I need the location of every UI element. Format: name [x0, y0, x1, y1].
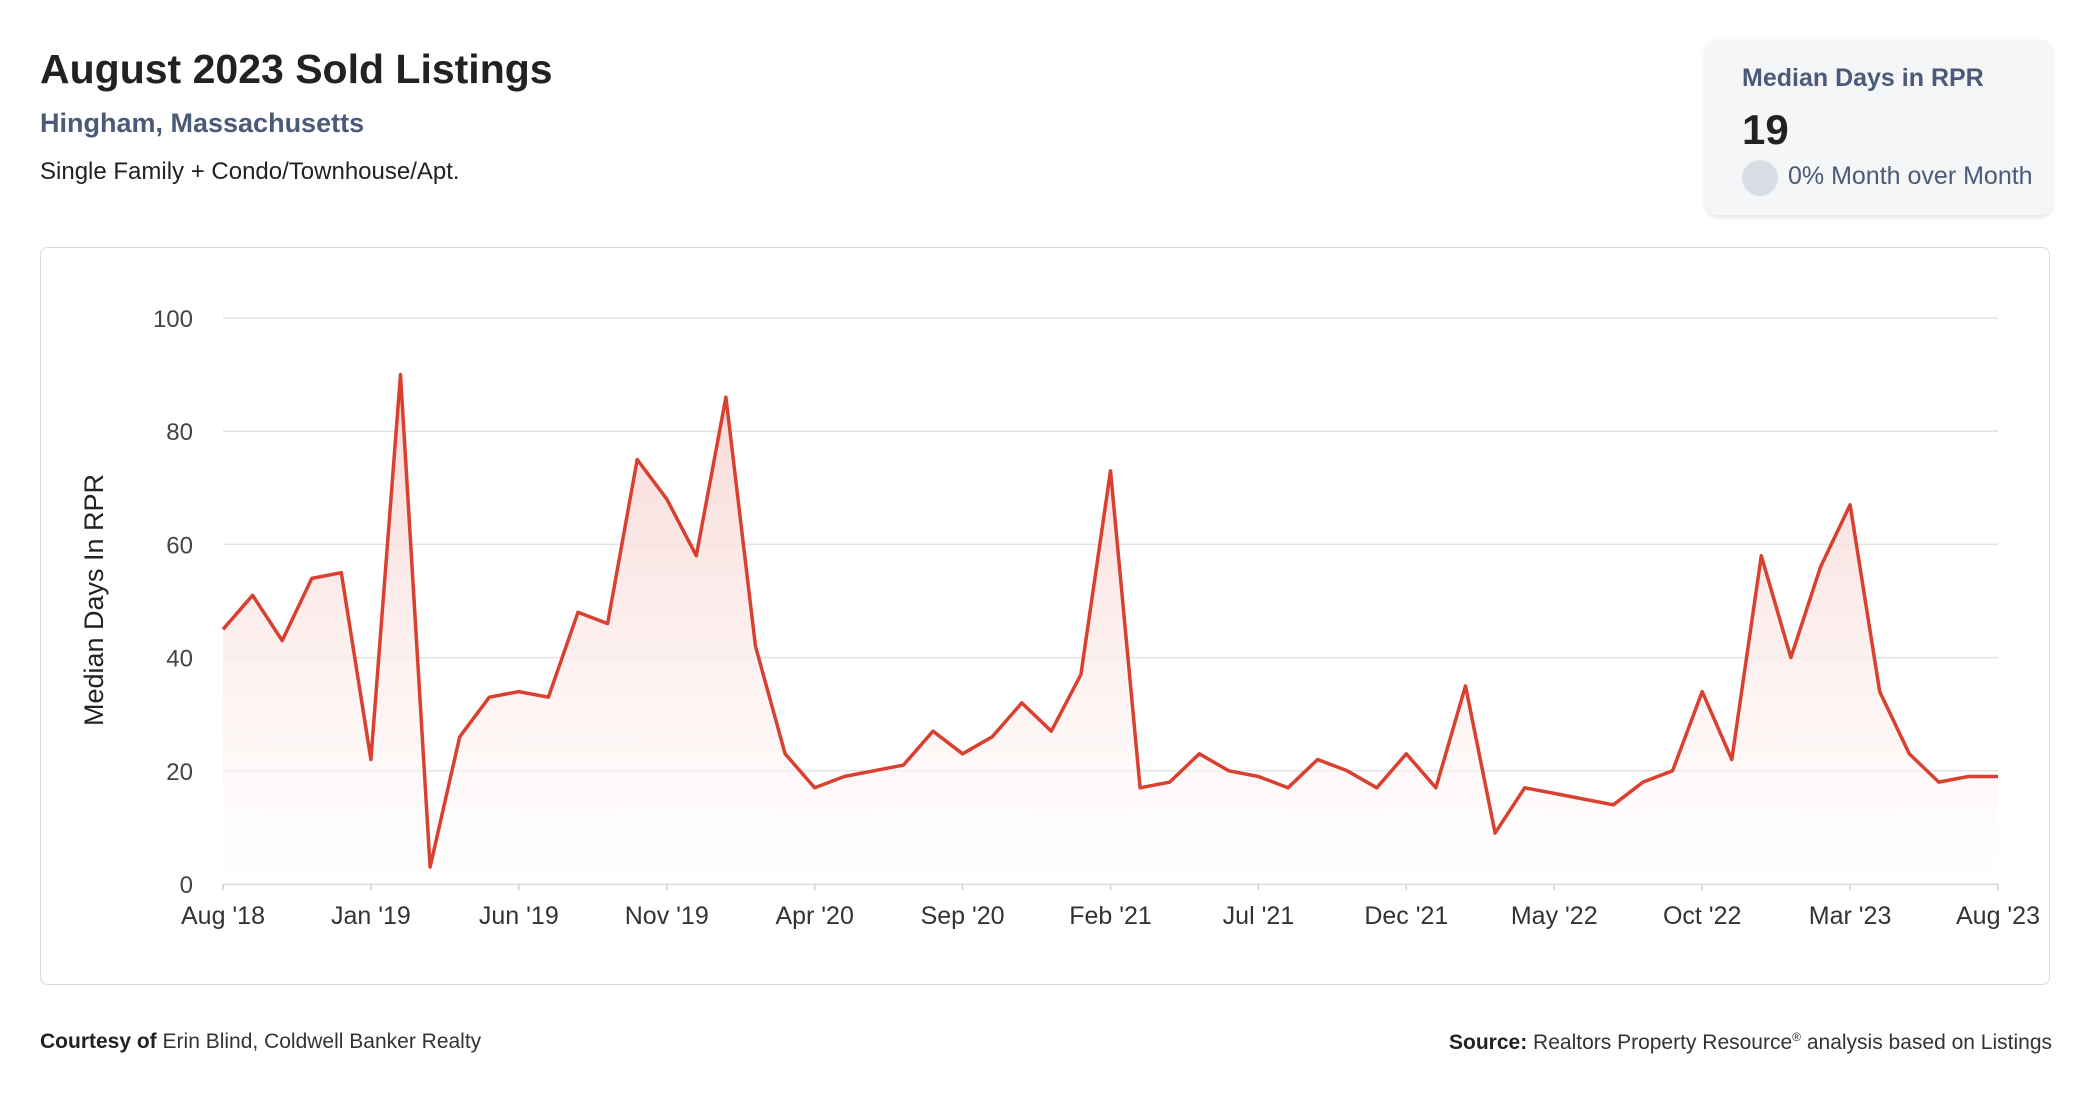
x-tick-label: Nov '19 [625, 902, 709, 930]
x-tick-label: Mar '23 [1809, 902, 1892, 930]
x-tick-label: Apr '20 [775, 902, 853, 930]
y-axis-ticks: 0 20 40 60 80 100 [153, 306, 193, 899]
x-tick-label: May '22 [1511, 902, 1598, 930]
x-tick-label: Aug '23 [1956, 902, 2040, 930]
data-area [223, 374, 1998, 884]
chart-container: 0 20 40 60 80 100 Aug '18 Jan '19 Jun '19 Nov '1… [40, 247, 2050, 985]
stat-value: 19 [1742, 106, 1789, 153]
change-indicator-icon [1742, 160, 1778, 196]
courtesy-name: Erin Blind, Coldwell Banker Realty [162, 1030, 482, 1053]
y-tick-label: 100 [153, 306, 193, 333]
location-subtitle: Hingham, Massachusetts [40, 108, 365, 138]
median-days-chart: 0 20 40 60 80 100 Aug '18 Jan '19 Jun '19 Nov '1… [79, 306, 2040, 930]
y-axis-label: Median Days In RPR [79, 474, 109, 726]
y-tick-label: 40 [166, 646, 193, 673]
x-tick-label: Sep '20 [921, 902, 1005, 930]
x-tick-label: Dec '21 [1364, 902, 1448, 930]
y-tick-label: 60 [166, 532, 193, 559]
property-types-label: Single Family + Condo/Townhouse/Apt. [40, 158, 460, 185]
courtesy-footer: Courtesy of Erin Blind, Coldwell Banker … [40, 1030, 481, 1054]
registered-mark: ® [1792, 1030, 1801, 1044]
x-tick-label: Jun '19 [479, 902, 559, 930]
page-title: August 2023 Sold Listings [40, 46, 553, 92]
data-line [221, 372, 1998, 869]
x-tick-label: Oct '22 [1663, 902, 1741, 930]
source-text-2: analysis based on Listings [1806, 1031, 2052, 1054]
x-axis-ticks: Aug '18 Jan '19 Jun '19 Nov '19 Apr '20 Sep '… [181, 884, 2040, 930]
source-footer: Source: Realtors Property Resource® anal… [1449, 1030, 2052, 1055]
x-tick-label: Aug '18 [181, 902, 265, 930]
x-tick-label: Jul '21 [1223, 902, 1294, 930]
stat-change-text: 0% Month over Month [1788, 162, 2033, 190]
median-days-stat-card: Median Days in RPR 19 0% Month over Mont… [1706, 40, 2052, 215]
source-label: Source: [1449, 1031, 1528, 1054]
source-text-1: Realtors Property Resource [1533, 1031, 1793, 1054]
y-tick-label: 20 [166, 759, 193, 786]
y-tick-label: 0 [180, 872, 193, 899]
stat-label: Median Days in RPR [1742, 64, 1984, 92]
courtesy-label: Courtesy of [40, 1030, 157, 1053]
x-tick-label: Jan '19 [331, 902, 411, 930]
y-tick-label: 80 [166, 419, 193, 446]
x-tick-label: Feb '21 [1069, 902, 1152, 930]
